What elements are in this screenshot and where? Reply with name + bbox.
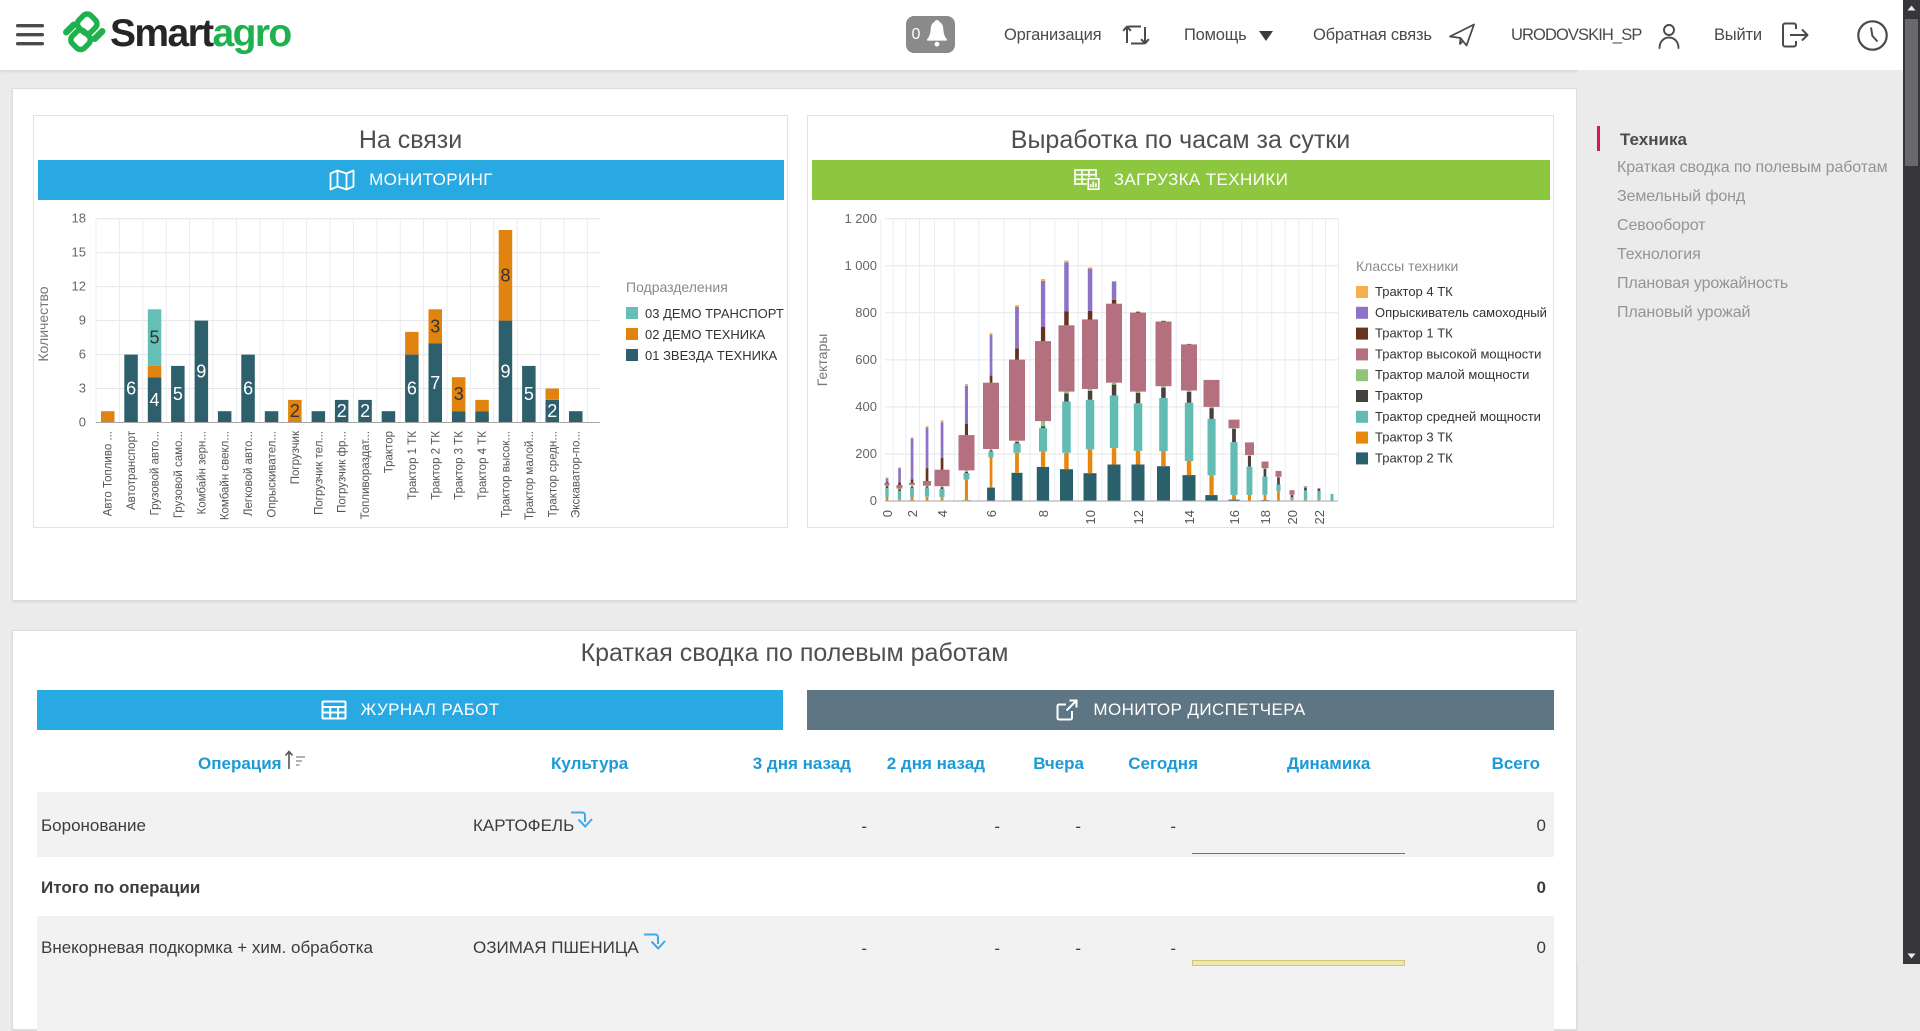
svg-text:6: 6 xyxy=(407,379,417,399)
svg-text:Трактор малой мощности: Трактор малой мощности xyxy=(1375,367,1529,382)
svg-text:Трактор 2 ТК: Трактор 2 ТК xyxy=(1375,450,1453,465)
svg-text:5: 5 xyxy=(524,384,534,404)
svg-text:5: 5 xyxy=(173,384,183,404)
svg-text:6: 6 xyxy=(243,379,253,399)
svg-text:Опрыскивател...: Опрыскивател... xyxy=(267,431,279,518)
svg-text:8: 8 xyxy=(1036,510,1051,517)
svg-text:6: 6 xyxy=(984,510,999,517)
svg-text:18: 18 xyxy=(72,211,86,226)
svg-text:12: 12 xyxy=(1131,510,1146,524)
svg-text:400: 400 xyxy=(855,399,877,414)
svg-text:3: 3 xyxy=(79,381,86,396)
svg-text:Комбайн зерн...: Комбайн зерн... xyxy=(196,431,208,514)
svg-text:Трактор малой...: Трактор малой... xyxy=(524,431,536,520)
svg-text:Легковой авто...: Легковой авто... xyxy=(243,431,255,516)
svg-text:2: 2 xyxy=(905,510,920,517)
svg-text:Комбайн свекл...: Комбайн свекл... xyxy=(220,431,232,520)
svg-text:0: 0 xyxy=(880,510,895,517)
svg-text:20: 20 xyxy=(1285,510,1300,524)
svg-text:Трактор 4 ТК: Трактор 4 ТК xyxy=(477,431,489,500)
svg-text:7: 7 xyxy=(430,373,440,393)
svg-text:0: 0 xyxy=(870,493,877,508)
svg-text:12: 12 xyxy=(72,279,86,294)
svg-text:Классы техники: Классы техники xyxy=(1356,258,1458,274)
svg-text:Трактор 1 ТК: Трактор 1 ТК xyxy=(407,431,419,500)
svg-text:2: 2 xyxy=(360,401,370,421)
svg-text:15: 15 xyxy=(72,245,86,260)
svg-text:4: 4 xyxy=(149,390,159,410)
svg-text:Трактор: Трактор xyxy=(1375,388,1423,403)
svg-text:Грузовой авто...: Грузовой авто... xyxy=(150,431,162,516)
svg-text:Погрузчик: Погрузчик xyxy=(290,430,302,484)
svg-text:Трактор высок...: Трактор высок... xyxy=(501,431,513,518)
svg-text:Автотранспорт: Автотранспорт xyxy=(126,430,138,510)
svg-text:Экскаватор-по...: Экскаватор-по... xyxy=(571,431,583,518)
svg-text:Авто Топливо ...: Авто Топливо ... xyxy=(103,431,115,516)
svg-text:3: 3 xyxy=(454,384,464,404)
svg-text:2: 2 xyxy=(547,401,557,421)
svg-text:Грузовой само...: Грузовой само... xyxy=(173,431,185,518)
svg-text:Опрыскиватель самоходный: Опрыскиватель самоходный xyxy=(1375,305,1547,320)
svg-text:16: 16 xyxy=(1227,510,1242,524)
svg-text:22: 22 xyxy=(1312,510,1327,524)
svg-text:600: 600 xyxy=(855,352,877,367)
svg-text:3: 3 xyxy=(430,316,440,336)
svg-text:6: 6 xyxy=(126,379,136,399)
svg-text:Топливораздат...: Топливораздат... xyxy=(360,431,372,519)
svg-text:9: 9 xyxy=(196,362,206,382)
svg-text:14: 14 xyxy=(1182,510,1197,524)
svg-text:Гектары: Гектары xyxy=(814,334,830,387)
svg-text:9: 9 xyxy=(79,313,86,328)
svg-text:Трактор 1 ТК: Трактор 1 ТК xyxy=(1375,326,1453,341)
svg-text:4: 4 xyxy=(935,510,950,517)
svg-text:5: 5 xyxy=(149,328,159,348)
svg-text:800: 800 xyxy=(855,305,877,320)
svg-text:Трактор 3 ТК: Трактор 3 ТК xyxy=(1375,430,1453,445)
svg-text:9: 9 xyxy=(500,362,510,382)
svg-text:0: 0 xyxy=(79,415,86,430)
svg-text:Трактор 4 ТК: Трактор 4 ТК xyxy=(1375,284,1453,299)
svg-text:Трактор: Трактор xyxy=(384,431,396,473)
svg-text:Трактор 2 ТК: Трактор 2 ТК xyxy=(430,431,442,500)
svg-text:01 ЗВЕЗДА ТЕХНИКА: 01 ЗВЕЗДА ТЕХНИКА xyxy=(645,348,778,363)
svg-text:Количество: Количество xyxy=(35,286,51,361)
svg-text:1 000: 1 000 xyxy=(844,258,877,273)
svg-text:6: 6 xyxy=(79,347,86,362)
svg-text:Трактор средней мощности: Трактор средней мощности xyxy=(1375,409,1541,424)
svg-text:Погрузчик тел...: Погрузчик тел... xyxy=(313,431,325,515)
svg-text:200: 200 xyxy=(855,446,877,461)
svg-text:Трактор 3 ТК: Трактор 3 ТК xyxy=(454,431,466,500)
svg-text:1 200: 1 200 xyxy=(844,211,877,226)
svg-text:8: 8 xyxy=(500,265,510,285)
svg-text:02 ДЕМО ТЕХНИКА: 02 ДЕМО ТЕХНИКА xyxy=(645,327,766,342)
svg-text:Трактор средн...: Трактор средн... xyxy=(547,431,559,517)
svg-text:Погрузчик фр...: Погрузчик фр... xyxy=(337,431,349,513)
svg-text:Трактор высокой мощности: Трактор высокой мощности xyxy=(1375,346,1541,361)
svg-text:03 ДЕМО ТРАНСПОРТ: 03 ДЕМО ТРАНСПОРТ xyxy=(645,306,784,321)
svg-text:Подразделения: Подразделения xyxy=(626,279,728,295)
svg-text:18: 18 xyxy=(1258,510,1273,524)
svg-text:10: 10 xyxy=(1083,510,1098,524)
svg-text:2: 2 xyxy=(337,401,347,421)
svg-text:2: 2 xyxy=(290,401,300,421)
